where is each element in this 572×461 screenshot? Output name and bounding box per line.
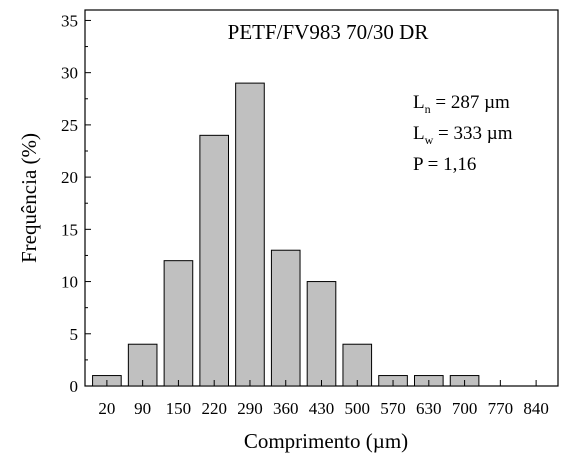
x-tick-label: 290 <box>237 399 263 418</box>
x-tick-label: 500 <box>345 399 371 418</box>
y-tick-label: 35 <box>61 11 78 30</box>
y-axis: 0 5 10 15 20 25 30 35 <box>61 11 91 396</box>
annotation-n: Ln = 287 µm <box>413 92 510 116</box>
x-tick-label: 570 <box>380 399 406 418</box>
x-axis: 20 90 150 220 290 360 430 500 570 630 700 770 840 <box>98 380 549 418</box>
bar-90 <box>127 343 158 387</box>
y-tick-label: 10 <box>61 273 78 292</box>
x-tick-label: 770 <box>488 399 514 418</box>
bar-290 <box>235 82 265 387</box>
x-tick-label: 90 <box>134 399 151 418</box>
annotations: Ln = 287 µm Lw = 333 µm P = 1,16 <box>413 92 513 175</box>
x-axis-label: Comprimento (µm) <box>244 429 408 453</box>
annotation-p: P = 1,16 <box>413 154 476 175</box>
annotation-w: Lw = 333 µm <box>413 123 513 147</box>
x-tick-label: 630 <box>416 399 442 418</box>
y-tick-label: 5 <box>70 325 79 344</box>
bars <box>92 82 480 387</box>
y-tick-label: 15 <box>61 220 78 239</box>
y-axis-label: Frequência (%) <box>17 133 41 263</box>
bar-220 <box>199 134 230 387</box>
x-tick-label: 430 <box>309 399 335 418</box>
x-tick-label: 360 <box>273 399 299 418</box>
x-tick-label: 220 <box>201 399 227 418</box>
y-tick-label: 0 <box>70 377 79 396</box>
y-tick-label: 20 <box>61 168 78 187</box>
bar-360 <box>270 249 301 387</box>
x-tick-label: 840 <box>523 399 549 418</box>
y-tick-label: 25 <box>61 116 78 135</box>
y-tick-label: 30 <box>61 64 78 83</box>
bar-150 <box>163 260 194 387</box>
x-tick-label: 150 <box>166 399 192 418</box>
bar-430 <box>306 281 337 387</box>
chart-title: PETF/FV983 70/30 DR <box>228 20 429 44</box>
x-tick-label: 700 <box>452 399 478 418</box>
x-tick-label: 20 <box>98 399 115 418</box>
bar-500 <box>342 343 373 387</box>
